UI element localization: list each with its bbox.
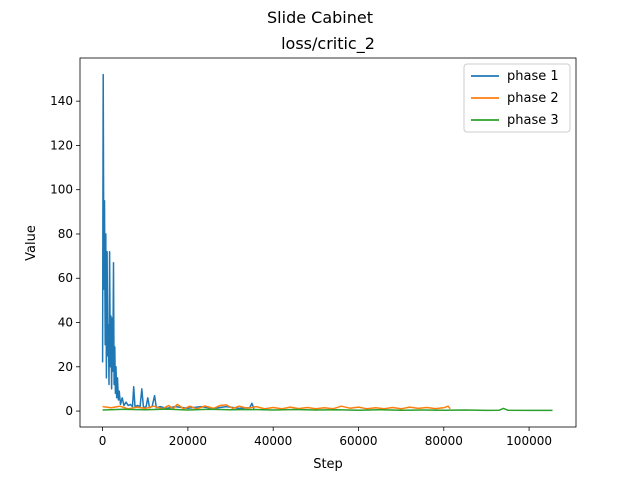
y-tick-label: 40 [58,316,73,330]
legend: phase 1 phase 2 phase 3 [463,63,571,133]
series-line-phase-3 [102,407,553,412]
figure-suptitle: Slide Cabinet [267,8,373,27]
chart-title: loss/critic_2 [281,34,375,54]
y-tick-label: 0 [65,404,73,418]
x-tick-label: 40000 [254,434,292,448]
legend-box [463,63,571,133]
x-tick-label: 0 [99,434,107,448]
y-tick-label: 80 [58,227,73,241]
legend-label-phase-2: phase 2 [507,91,559,106]
plot-area: 0 20000 40000 60000 80000 100000 0 20 40 60 80 100 1… [50,57,577,448]
x-tick-label: 100000 [506,434,552,448]
x-axis-label: Step [313,457,343,472]
y-tick-label: 140 [50,94,73,108]
y-axis-label: Value [24,225,39,261]
y-tick-label: 20 [58,360,73,374]
legend-label-phase-1: phase 1 [507,69,559,84]
series-line-phase-1 [101,73,255,410]
x-tick-label: 80000 [425,434,463,448]
axes-frame [79,57,577,428]
legend-label-phase-3: phase 3 [507,113,559,128]
y-tick-label: 100 [50,183,73,197]
x-tick-label: 20000 [169,434,207,448]
x-tick-label: 60000 [339,434,377,448]
series-line-phase-2 [102,403,451,410]
y-tick-label: 60 [58,271,73,285]
y-tick-label: 120 [50,138,73,152]
